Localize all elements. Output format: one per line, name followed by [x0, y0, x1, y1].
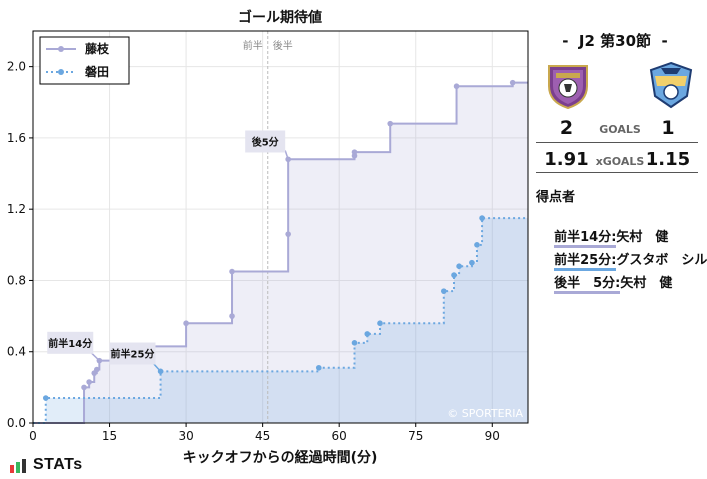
data-point-藤枝	[285, 156, 291, 163]
y-tick-label: 2.0	[7, 60, 26, 74]
data-point-藤枝	[453, 83, 460, 90]
away-xg: 1.15	[645, 149, 691, 170]
away-goals: 1	[661, 117, 675, 139]
halftime-second-label: 後半	[273, 39, 293, 52]
scorer-item: 前半14分:矢村 健	[536, 211, 668, 263]
legend-label-磐田: 磐田	[85, 64, 109, 79]
data-point-藤枝	[351, 149, 358, 155]
plot-frame	[32, 30, 529, 424]
data-point-磐田	[440, 288, 447, 294]
scorer-player: グスタボ シルバ	[616, 253, 707, 268]
data-point-磐田	[456, 263, 462, 270]
goals-row: 2 GOALS 1	[534, 117, 698, 141]
x-tick-label: 0	[29, 429, 37, 443]
x-tick-label: 30	[178, 429, 193, 443]
bar-chart-icon	[10, 459, 26, 473]
fujieda-crest-icon	[544, 60, 592, 110]
y-tick-label: 1.2	[7, 202, 26, 216]
data-point-磐田	[351, 340, 358, 346]
scorer-player: 矢村 健	[620, 276, 673, 291]
chart-title: ゴール期待値	[238, 9, 322, 26]
x-tick-label: 45	[255, 429, 270, 443]
annotation-label: 後5分	[252, 135, 279, 148]
data-point-磐田	[315, 364, 322, 371]
data-point-藤枝	[93, 366, 100, 373]
match-round-title: - J2 第30節 -	[562, 32, 668, 50]
home-goals: 2	[559, 117, 574, 139]
annotation-box	[245, 130, 286, 153]
match-panel: - J2 第30節 - 2 GOALS 1 1.91 xGOALS 1.15 得…	[534, 0, 707, 479]
data-point-磐田	[479, 215, 485, 221]
series-line-磐田	[33, 217, 528, 424]
data-point-磐田	[377, 320, 383, 327]
series-area-藤枝	[33, 82, 528, 423]
legend-marker-藤枝	[58, 46, 64, 52]
legend-box	[39, 36, 130, 85]
y-tick-label: 0.8	[7, 273, 26, 287]
annotation-pointer	[284, 150, 289, 160]
x-tick-label: 60	[332, 429, 347, 443]
data-point-藤枝	[86, 379, 92, 385]
legend-marker-磐田	[58, 69, 64, 75]
data-point-磐田	[469, 259, 475, 266]
scorer-time: 前半25分:	[554, 253, 617, 271]
data-point-藤枝	[509, 79, 516, 86]
data-point-磐田	[42, 395, 49, 401]
x-tick-label: 15	[102, 429, 117, 443]
scorer-item: 後半 5分:矢村 健	[536, 257, 672, 309]
data-point-藤枝	[229, 268, 235, 275]
data-point-磐田	[364, 331, 371, 337]
data-point-藤枝	[229, 313, 235, 319]
scorer-item: 前半25分:グスタボ シルバ	[536, 234, 707, 286]
data-point-磐田	[474, 242, 480, 248]
brand-name: STATs	[33, 456, 83, 473]
x-axis-label: キックオフからの経過時間(分)	[183, 449, 378, 466]
scorer-time: 後半 5分:	[554, 276, 621, 294]
divider	[536, 142, 698, 143]
annotation-label: 前半25分	[111, 348, 155, 361]
y-tick-label: 0.0	[7, 416, 26, 430]
y-tick-label: 0.4	[7, 345, 26, 359]
data-point-藤枝	[285, 231, 291, 237]
data-point-藤枝	[387, 120, 394, 127]
data-point-藤枝	[183, 320, 189, 327]
x-tick-label: 90	[485, 429, 500, 443]
goals-label: GOALS	[599, 123, 641, 136]
data-point-藤枝	[81, 384, 87, 391]
series-area-磐田	[33, 218, 528, 423]
legend-label-藤枝: 藤枝	[84, 41, 110, 56]
scorer-time: 前半14分:	[554, 230, 617, 248]
x-tick-label: 75	[408, 429, 423, 443]
annotation-label: 前半14分	[48, 337, 92, 350]
iwata-crest-icon	[647, 60, 695, 110]
annotation-box	[47, 331, 94, 354]
halftime-first-label: 前半	[243, 39, 263, 52]
data-point-磐田	[451, 272, 457, 278]
scorer-player: 矢村 健	[616, 230, 669, 245]
annotation-box	[109, 342, 156, 365]
xgoals-label: xGOALS	[595, 155, 645, 168]
xgoals-row: 1.91 xGOALS 1.15	[534, 149, 698, 173]
divider	[536, 172, 698, 173]
y-tick-label: 1.6	[7, 131, 26, 145]
scorers-title: 得点者	[536, 190, 576, 205]
home-xg: 1.91	[544, 149, 589, 170]
watermark: © SPORTERIA	[447, 407, 523, 420]
